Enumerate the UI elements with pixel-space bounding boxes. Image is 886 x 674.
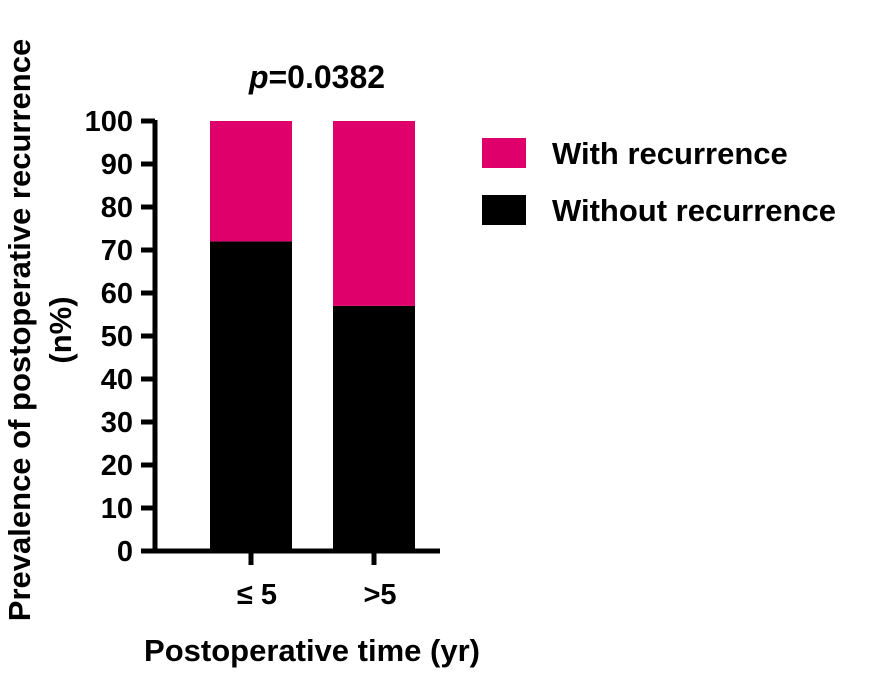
p-value-prefix: p	[248, 59, 269, 95]
p-value-text: =0.0382	[268, 59, 385, 95]
y-tick-label: 0	[117, 536, 133, 568]
y-tick-label: 10	[101, 493, 133, 525]
y-axis-label-line2: (n%)	[43, 296, 78, 363]
legend-label: Without recurrence	[552, 193, 836, 228]
y-tick-label: 70	[101, 235, 133, 267]
bar-without-recurrence-2	[333, 305, 415, 551]
legend-label: With recurrence	[552, 136, 788, 171]
y-tick-label: 40	[101, 364, 133, 396]
bars-group	[210, 121, 415, 551]
bar-without-recurrence-1	[210, 241, 292, 551]
y-tick-label: 80	[101, 192, 133, 224]
y-tick-label: 100	[85, 106, 133, 138]
x-axis-label: Postoperative time (yr)	[144, 633, 480, 668]
bar-with-recurrence-1	[210, 121, 292, 242]
y-tick-label: 20	[101, 450, 133, 482]
legend-swatch	[482, 195, 526, 225]
x-tick-label: ≤ 5	[237, 579, 277, 611]
x-tick-label: >5	[363, 579, 396, 611]
legend: With recurrence Without recurrence	[482, 136, 836, 228]
legend-swatch	[482, 138, 526, 168]
y-tick-label: 50	[101, 321, 133, 353]
p-value-annotation: p=0.0382	[248, 59, 385, 95]
bar-with-recurrence-2	[333, 121, 415, 306]
y-tick-label: 90	[101, 149, 133, 181]
y-axis-label-line1: Prevalence of postoperative recurrence	[2, 39, 37, 621]
y-tick-label: 30	[101, 407, 133, 439]
y-tick-label: 60	[101, 278, 133, 310]
axes-group: 0 10 20 30 40 50 60 70 80 90 100 ≤ 5 >5	[85, 106, 440, 611]
